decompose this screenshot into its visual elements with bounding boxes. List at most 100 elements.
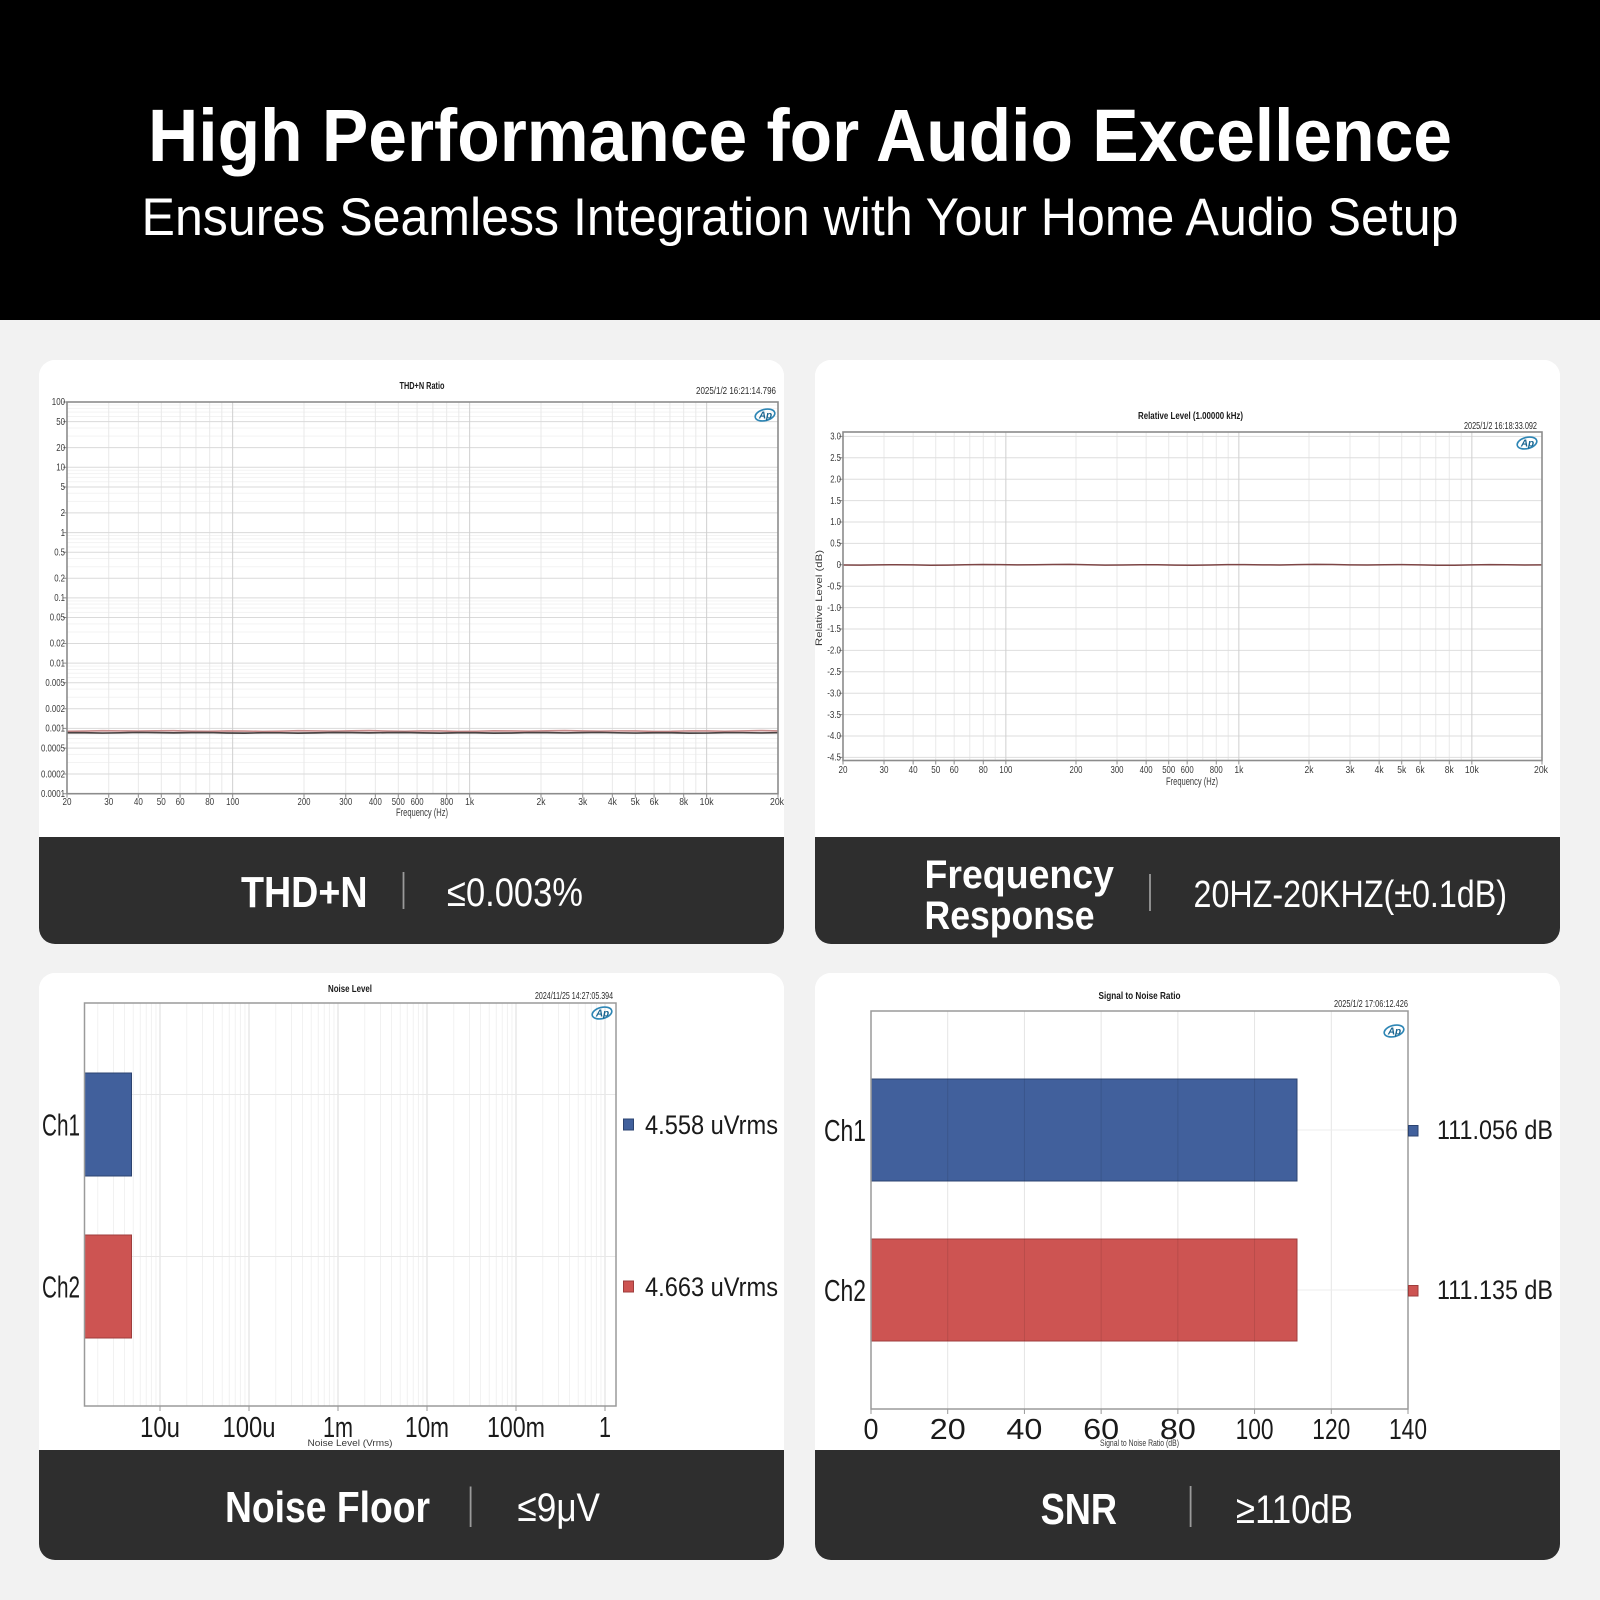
svg-text:-4.5: -4.5 <box>827 752 841 764</box>
svg-text:5: 5 <box>61 481 66 493</box>
svg-text:Noise Floor: Noise Floor <box>225 1483 430 1532</box>
svg-text:0.002: 0.002 <box>45 703 65 715</box>
svg-text:0.5: 0.5 <box>830 538 841 550</box>
svg-text:800: 800 <box>1210 764 1223 776</box>
svg-text:3k: 3k <box>578 796 588 808</box>
svg-text:40: 40 <box>1006 1414 1042 1446</box>
svg-text:20: 20 <box>56 442 65 454</box>
svg-text:Noise Level (Vrms): Noise Level (Vrms) <box>308 1438 393 1448</box>
svg-text:2025/1/2 16:18:33.092: 2025/1/2 16:18:33.092 <box>1464 420 1537 432</box>
svg-text:60: 60 <box>1083 1414 1119 1446</box>
svg-text:100: 100 <box>1236 1414 1274 1446</box>
svg-text:-1.0: -1.0 <box>827 602 841 614</box>
svg-text:100: 100 <box>226 796 239 808</box>
svg-text:10k: 10k <box>1465 764 1480 776</box>
svg-text:8k: 8k <box>679 796 689 808</box>
svg-text:-4.0: -4.0 <box>827 730 841 742</box>
svg-text:120: 120 <box>1312 1414 1350 1446</box>
svg-text:111.135 dB: 111.135 dB <box>1437 1275 1553 1305</box>
svg-text:Frequency (Hz): Frequency (Hz) <box>396 807 448 819</box>
svg-text:100m: 100m <box>487 1412 545 1444</box>
svg-text:1k: 1k <box>1234 764 1244 776</box>
svg-text:2025/1/2 17:06:12.426: 2025/1/2 17:06:12.426 <box>1334 998 1408 1010</box>
svg-text:600: 600 <box>1181 764 1194 776</box>
svg-text:0.5: 0.5 <box>54 546 65 558</box>
svg-text:Ap: Ap <box>1520 439 1534 450</box>
svg-text:111.056 dB: 111.056 dB <box>1437 1115 1553 1145</box>
svg-text:0: 0 <box>837 559 842 571</box>
svg-text:0.005: 0.005 <box>45 677 65 689</box>
svg-text:20: 20 <box>63 796 72 808</box>
svg-text:80: 80 <box>1160 1414 1196 1446</box>
svg-text:Signal to Noise Ratio (dB): Signal to Noise Ratio (dB) <box>1100 1438 1179 1448</box>
svg-text:-2.5: -2.5 <box>827 666 841 678</box>
svg-text:400: 400 <box>1140 764 1153 776</box>
svg-text:3k: 3k <box>1346 764 1356 776</box>
svg-text:1: 1 <box>61 527 66 539</box>
svg-text:400: 400 <box>369 796 382 808</box>
svg-text:20k: 20k <box>1534 764 1549 776</box>
svg-text:1.0: 1.0 <box>830 516 841 528</box>
svg-text:1: 1 <box>599 1412 611 1444</box>
svg-text:2.0: 2.0 <box>830 473 841 485</box>
svg-text:0.0005: 0.0005 <box>41 742 65 754</box>
svg-text:-2.0: -2.0 <box>827 645 841 657</box>
svg-text:0.0001: 0.0001 <box>41 788 65 800</box>
svg-text:Response: Response <box>925 894 1095 938</box>
svg-text:-3.5: -3.5 <box>827 709 841 721</box>
svg-text:50: 50 <box>157 796 166 808</box>
svg-text:1m: 1m <box>323 1412 353 1444</box>
svg-text:2: 2 <box>61 507 66 519</box>
svg-text:300: 300 <box>1111 764 1124 776</box>
svg-text:4k: 4k <box>1375 764 1385 776</box>
svg-text:Ch1: Ch1 <box>824 1113 866 1148</box>
svg-text:10m: 10m <box>405 1412 449 1444</box>
svg-text:Ap: Ap <box>758 411 772 422</box>
svg-text:4k: 4k <box>608 796 618 808</box>
svg-text:40: 40 <box>134 796 143 808</box>
svg-text:Frequency: Frequency <box>925 853 1115 897</box>
svg-text:Frequency (Hz): Frequency (Hz) <box>1166 776 1218 788</box>
svg-text:0.0002: 0.0002 <box>41 768 65 780</box>
svg-text:60: 60 <box>950 764 959 776</box>
svg-text:20: 20 <box>930 1414 966 1446</box>
svg-text:8k: 8k <box>1445 764 1455 776</box>
svg-text:3.0: 3.0 <box>830 431 841 443</box>
svg-text:200: 200 <box>1070 764 1083 776</box>
svg-text:50: 50 <box>56 416 65 428</box>
svg-text:Relative Level (dB): Relative Level (dB) <box>815 550 825 646</box>
svg-text:60: 60 <box>176 796 185 808</box>
svg-text:-3.0: -3.0 <box>827 687 841 699</box>
svg-text:600: 600 <box>411 796 424 808</box>
svg-text:300: 300 <box>339 796 352 808</box>
svg-text:140: 140 <box>1389 1414 1427 1446</box>
svg-text:Relative Level (1.00000 kHz): Relative Level (1.00000 kHz) <box>1138 411 1243 422</box>
svg-text:6k: 6k <box>1416 764 1426 776</box>
svg-text:Ch2: Ch2 <box>42 1270 80 1305</box>
svg-text:2024/11/25 14:27:05.394: 2024/11/25 14:27:05.394 <box>535 990 613 1002</box>
svg-text:500: 500 <box>1162 764 1175 776</box>
svg-text:≤0.003%: ≤0.003% <box>447 871 583 915</box>
svg-text:THD+N Ratio: THD+N Ratio <box>400 381 445 392</box>
svg-text:20: 20 <box>839 764 848 776</box>
svg-text:Ch2: Ch2 <box>824 1273 866 1308</box>
svg-text:Ch1: Ch1 <box>42 1108 80 1143</box>
svg-text:0.01: 0.01 <box>50 657 65 669</box>
svg-text:20HZ-20KHZ(±0.1dB): 20HZ-20KHZ(±0.1dB) <box>1194 874 1508 916</box>
svg-text:0.2: 0.2 <box>54 572 65 584</box>
svg-text:0: 0 <box>864 1414 879 1446</box>
svg-text:4.663 uVrms: 4.663 uVrms <box>645 1272 778 1302</box>
svg-text:≥110dB: ≥110dB <box>1236 1488 1353 1532</box>
svg-text:80: 80 <box>205 796 214 808</box>
svg-text:2025/1/2 16:21:14.796: 2025/1/2 16:21:14.796 <box>696 385 776 397</box>
svg-text:≤9μV: ≤9μV <box>518 1486 601 1530</box>
svg-text:-0.5: -0.5 <box>827 580 841 592</box>
svg-text:0.1: 0.1 <box>54 592 65 604</box>
svg-text:80: 80 <box>979 764 988 776</box>
svg-text:Signal to Noise Ratio: Signal to Noise Ratio <box>1099 991 1181 1002</box>
svg-text:40: 40 <box>909 764 918 776</box>
svg-text:30: 30 <box>880 764 889 776</box>
svg-text:200: 200 <box>298 796 311 808</box>
svg-text:0.001: 0.001 <box>45 723 65 735</box>
svg-text:2k: 2k <box>537 796 547 808</box>
